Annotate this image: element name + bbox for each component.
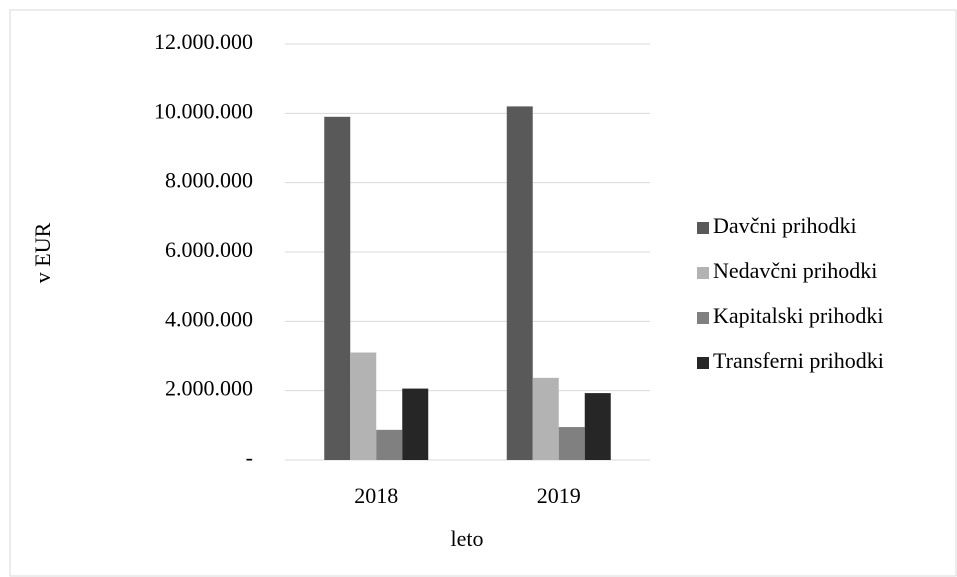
y-tick-label: 2.000.000	[165, 376, 253, 401]
legend-swatch	[697, 312, 709, 324]
legend-swatch	[697, 357, 709, 369]
bar	[532, 377, 559, 460]
legend-swatch	[697, 267, 709, 279]
bar	[506, 106, 533, 461]
legend-label: Nedavčni prihodki	[713, 258, 877, 283]
y-tick-label: 6.000.000	[165, 237, 253, 262]
legend-label: Transferni prihodki	[713, 348, 884, 373]
chart-frame	[9, 9, 957, 577]
bar	[584, 393, 611, 460]
y-tick-label: -	[246, 445, 253, 470]
bar	[376, 429, 403, 460]
legend-label: Kapitalski prihodki	[713, 303, 883, 328]
bar	[324, 116, 351, 461]
x-tick-label: 2018	[354, 483, 398, 508]
bar	[350, 352, 377, 460]
x-axis-title: leto	[451, 526, 484, 551]
y-tick-label: 10.000.000	[154, 98, 253, 123]
legend-label: Davčni prihodki	[713, 213, 857, 238]
bar	[558, 427, 585, 460]
y-axis-title: v EUR	[30, 222, 55, 283]
y-tick-label: 8.000.000	[165, 168, 253, 193]
y-tick-label: 12.000.000	[154, 29, 253, 54]
bar	[402, 388, 429, 460]
legend-swatch	[697, 222, 709, 234]
y-tick-label: 4.000.000	[165, 306, 253, 331]
x-tick-label: 2019	[537, 483, 581, 508]
